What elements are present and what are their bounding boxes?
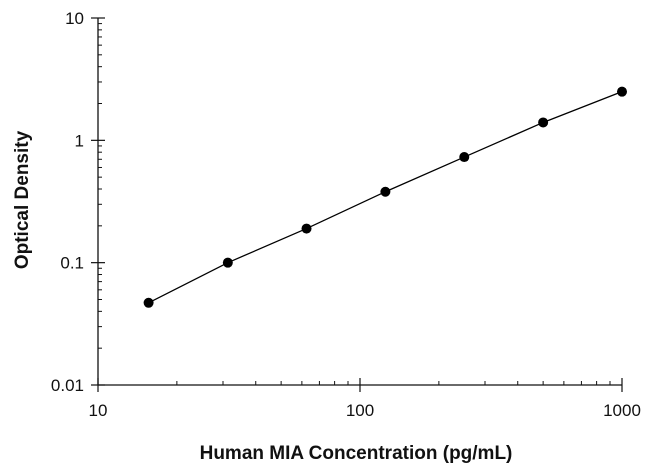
fit-line-layer [148,91,623,304]
data-point [459,152,470,163]
data-point [380,186,391,197]
data-point [143,297,154,308]
ticks: 0.01 0.1 1 10 10 100 1000 [51,9,641,420]
data-point [538,117,549,128]
data-point [301,223,312,234]
x-tick-label: 10 [89,401,108,420]
x-tick-label: 1000 [603,401,641,420]
y-tick-label: 0.1 [60,254,84,273]
y-axis-title: Optical Density [12,130,33,269]
x-tick-label: 100 [346,401,374,420]
data-point [222,257,233,268]
data-point [617,86,627,97]
y-tick-label: 0.01 [51,376,84,395]
y-tick-label: 10 [65,9,84,28]
fit-line [148,91,623,304]
axes [97,18,622,386]
y-tick-label: 1 [75,131,84,150]
data-points [143,86,627,308]
x-axis-title: Human MIA Concentration (pg/mL) [200,443,513,464]
